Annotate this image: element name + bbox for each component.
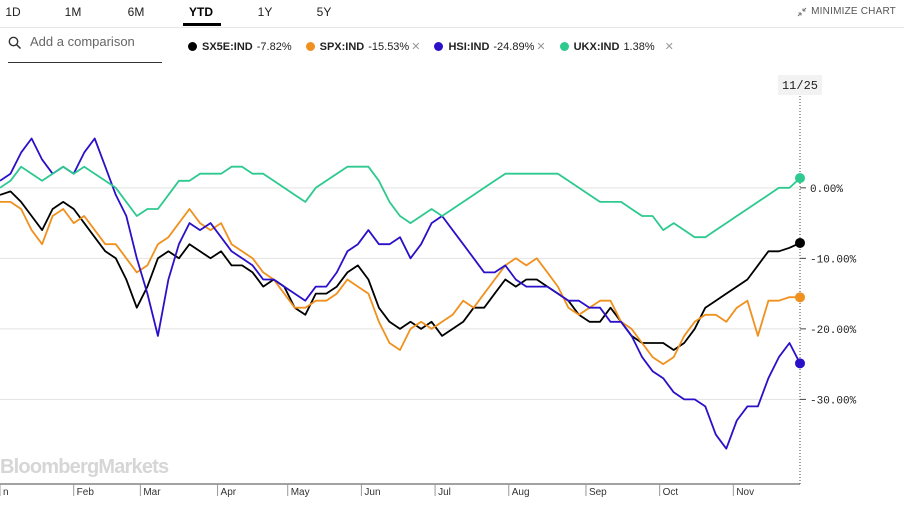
series-end-marker-hsi (795, 358, 805, 369)
tab-ytd[interactable]: YTD (189, 5, 213, 19)
minimize-label: MINIMIZE CHART (811, 6, 896, 17)
tab-6m[interactable]: 6M (127, 5, 145, 19)
legend-dot (434, 42, 444, 51)
series-end-marker-sx5e (795, 237, 805, 248)
y-tick-label: -20.00% (810, 325, 857, 337)
tab-1d[interactable]: 1D (5, 5, 21, 19)
x-tick-label: Apr (221, 487, 237, 498)
x-tick-label: May (291, 487, 310, 498)
legend-change: -15.53% (368, 40, 410, 53)
y-tick-label: -10.00% (810, 254, 857, 266)
x-tick-label: Sep (589, 487, 607, 498)
series-line-hsi (0, 137, 801, 450)
bloomberg-markets-watermark: BloombergMarkets (0, 456, 169, 478)
legend-item-ukx: UKX:IND 1.38% ✕ (559, 40, 674, 53)
series-end-marker-ukx (795, 173, 805, 184)
legend-symbol: HSI:IND (448, 40, 490, 53)
series-line-sx5e (0, 190, 801, 351)
x-tick-label: Jun (364, 487, 380, 498)
legend-item-hsi: HSI:IND -24.89% ✕ (434, 40, 546, 53)
tab-1y[interactable]: 1Y (257, 5, 273, 19)
comparison-search-input[interactable] (30, 34, 160, 49)
minimize-chart-button[interactable]: MINIMIZE CHART (797, 6, 896, 17)
tab-5y[interactable]: 5Y (316, 5, 332, 19)
date-tag-label: 11/25 (782, 79, 818, 93)
legend-symbol: SX5E:IND (202, 40, 253, 53)
active-tab-underline (183, 23, 221, 26)
remove-comparison-close-icon[interactable]: ✕ (411, 41, 421, 53)
remove-comparison-close-icon[interactable]: ✕ (664, 41, 674, 53)
y-tick-label: -30.00% (810, 395, 857, 407)
x-tick-label: Jul (438, 487, 451, 498)
legend-item-sx5e: SX5E:IND -7.82% (188, 40, 292, 53)
legend: SX5E:IND -7.82% SPX:IND -15.53% ✕ HSI:IN… (188, 40, 688, 53)
legend-symbol: SPX:IND (319, 40, 365, 53)
comparison-search[interactable] (8, 34, 162, 63)
x-tick-label: Feb (77, 487, 95, 498)
comparison-bar: SX5E:IND -7.82% SPX:IND -15.53% ✕ HSI:IN… (0, 28, 904, 63)
legend-change: -7.82% (256, 40, 292, 53)
series-line-spx (0, 201, 801, 365)
x-tick-label: Aug (512, 487, 530, 498)
date-tag-box (778, 75, 822, 95)
legend-item-spx: SPX:IND -15.53% ✕ (305, 40, 421, 53)
series-end-marker-spx (795, 292, 805, 303)
x-tick-label: Nov (736, 487, 754, 498)
y-tick-label: 0.00% (810, 184, 843, 196)
series-line-ukx (0, 165, 801, 239)
legend-dot (305, 42, 315, 51)
remove-comparison-close-icon[interactable]: ✕ (536, 41, 546, 53)
minimize-icon (797, 7, 807, 16)
search-icon (8, 36, 22, 50)
legend-dot (188, 42, 197, 51)
header-divider (0, 27, 904, 28)
x-tick-label: Mar (143, 487, 161, 498)
legend-symbol: UKX:IND (573, 40, 620, 53)
tab-1m[interactable]: 1M (64, 5, 82, 19)
x-tick-label: Oct (663, 487, 679, 498)
legend-change: -24.89% (493, 40, 535, 53)
range-tabs: 1D 1M 6M YTD 1Y 5Y (0, 0, 904, 26)
legend-change: 1.38% (623, 40, 655, 53)
legend-dot (559, 42, 569, 51)
x-tick-label: n (3, 487, 9, 498)
